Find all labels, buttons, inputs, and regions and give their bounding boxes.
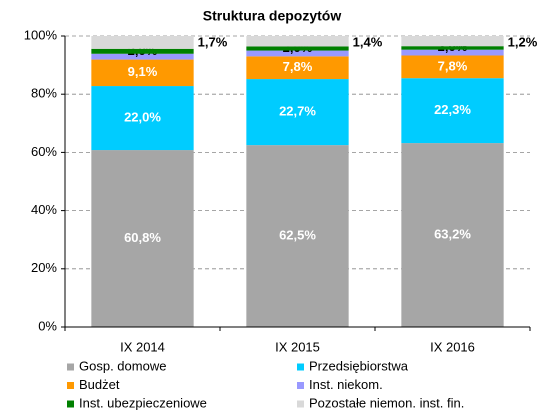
- legend-label: Przedsiębiorstwa: [309, 358, 409, 373]
- bar-segment: [246, 145, 349, 327]
- data-label: 7,8%: [283, 59, 313, 74]
- data-label: 22,7%: [279, 104, 316, 119]
- bar-segment: [401, 55, 504, 79]
- data-label: 1,4%: [353, 34, 383, 49]
- bar-segment: [401, 49, 504, 56]
- bar-segment: [91, 86, 194, 151]
- bar-segment: [91, 150, 194, 327]
- bar-segment: [246, 56, 349, 80]
- legend-swatch: [297, 382, 304, 389]
- bar-segment: [91, 53, 194, 60]
- y-tick-label: 100%: [24, 27, 58, 42]
- y-tick-label: 0%: [38, 318, 57, 333]
- legend-label: Inst. niekom.: [309, 377, 383, 392]
- chart-title: Struktura depozytów: [203, 8, 342, 24]
- bar-segment: [91, 59, 194, 87]
- bar-segment: [91, 36, 194, 49]
- data-label: 60,8%: [124, 230, 161, 245]
- bar-segment: [246, 50, 349, 57]
- data-label: 1,2%: [508, 34, 538, 49]
- y-tick-label: 80%: [31, 86, 57, 101]
- bar-segment: [401, 143, 504, 327]
- legend-swatch: [67, 400, 74, 408]
- bar-segment: [246, 79, 349, 146]
- data-label: 22,0%: [124, 109, 161, 124]
- data-label: 63,2%: [434, 226, 471, 241]
- legend-swatch: [67, 363, 74, 371]
- bar-segment: [401, 78, 504, 144]
- data-label: 22,3%: [434, 102, 471, 117]
- y-tick-label: 60%: [31, 144, 57, 159]
- x-tick-label: IX 2014: [120, 339, 165, 354]
- bar-segment: [401, 36, 504, 47]
- legend-label: Budżet: [79, 377, 120, 392]
- bar-segment: [91, 48, 194, 54]
- x-tick-label: IX 2015: [275, 339, 320, 354]
- x-tick-label: IX 2016: [430, 339, 475, 354]
- y-tick-label: 40%: [31, 202, 57, 217]
- legend-swatch: [67, 382, 74, 389]
- data-label: 9,1%: [128, 64, 158, 79]
- legend-label: Gosp. domowe: [79, 358, 166, 373]
- bar-segment: [246, 46, 349, 51]
- data-label: 1,7%: [198, 34, 228, 49]
- bar-segment: [246, 36, 349, 47]
- data-label: 62,5%: [279, 228, 316, 243]
- legend-swatch: [297, 363, 304, 371]
- legend-swatch: [297, 400, 304, 408]
- legend-label: Pozostałe niemon. inst. fin.: [309, 395, 464, 410]
- y-tick-label: 20%: [31, 260, 57, 275]
- data-label: 7,8%: [438, 58, 468, 73]
- bar-segment: [401, 46, 504, 50]
- legend-label: Inst. ubezpieczeniowe: [79, 395, 207, 410]
